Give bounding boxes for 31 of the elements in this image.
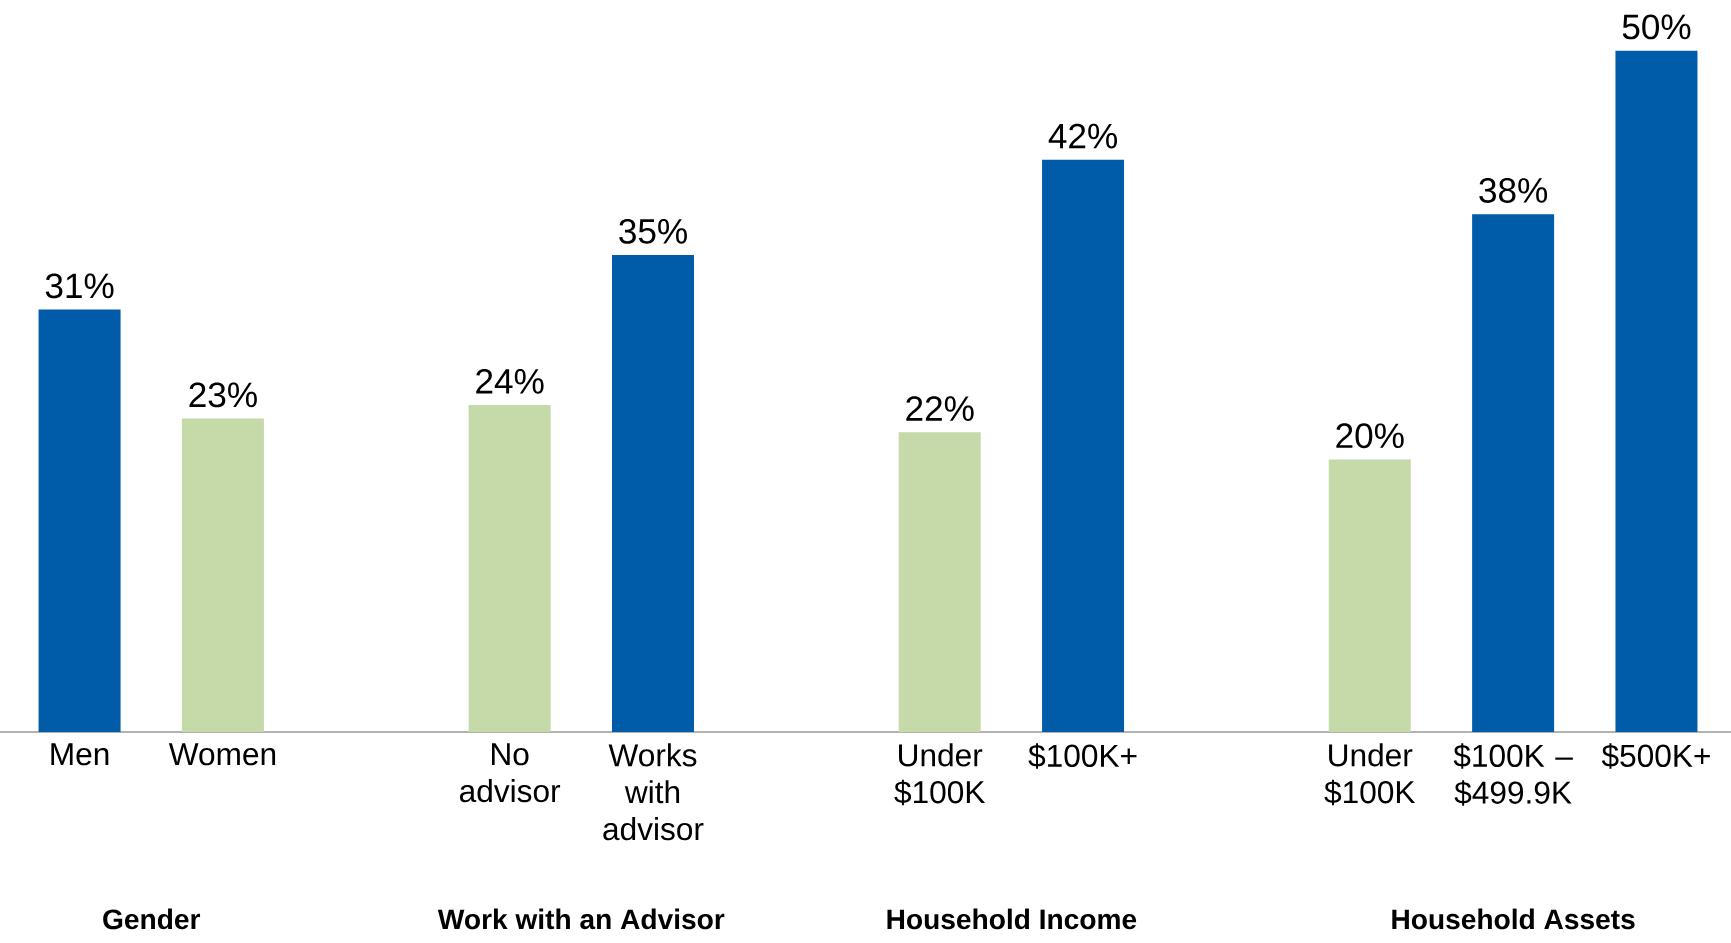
data-label: 38% [1479, 178, 1548, 203]
text: Household Income [887, 908, 1137, 930]
x-tick-label: No advisor [459, 743, 561, 803]
bar [1472, 214, 1555, 733]
data-label: 22% [906, 396, 974, 421]
data-label: 31% [45, 273, 114, 299]
bar [38, 309, 121, 733]
x-tick-label: Works with advisor [603, 743, 704, 841]
data-label: 23% [189, 382, 257, 408]
text: Household Assets [1392, 908, 1635, 930]
data-label: 35% [619, 218, 687, 244]
x-tick-label: Under $100K [894, 743, 986, 806]
x-tick-label: Women [168, 743, 276, 766]
bar [1042, 159, 1125, 733]
x-tick-label: $100K+ [1028, 743, 1137, 769]
bar [1615, 50, 1698, 733]
bar [898, 432, 981, 733]
text: Gender [103, 908, 201, 930]
bar [611, 255, 694, 733]
data-label: 20% [1336, 423, 1404, 449]
bar [468, 404, 551, 733]
x-tick-label: $500K+ [1601, 743, 1710, 769]
data-label: 42% [1048, 123, 1117, 149]
x-tick-label: $100K – $499.9K [1453, 743, 1573, 806]
data-label: 50% [1622, 14, 1691, 40]
data-label: 24% [476, 368, 544, 394]
text: Work with an Advisor [437, 908, 725, 930]
x-tick-label: Men [51, 743, 109, 766]
x-tick-label: Under $100K [1324, 743, 1416, 806]
bar [1328, 459, 1411, 733]
bar [181, 418, 264, 733]
